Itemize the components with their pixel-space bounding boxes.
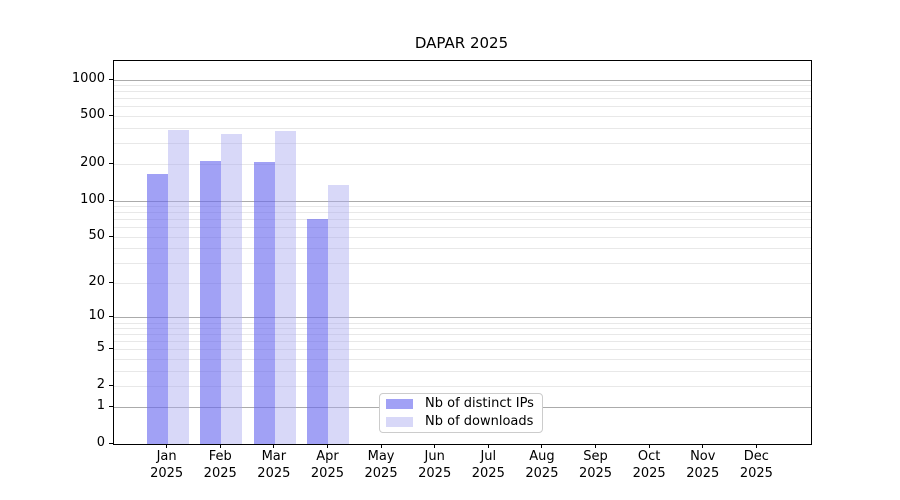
x-tick-nov xyxy=(702,444,704,448)
x-tick-label-apr: Apr 2025 xyxy=(310,449,344,481)
y-tick-1000 xyxy=(109,78,113,80)
x-tick-label-sep: Sep 2025 xyxy=(578,449,613,481)
gridline-1000 xyxy=(114,79,811,81)
y-tick-50 xyxy=(109,235,113,237)
bar-distinct-ips-jan xyxy=(146,173,168,444)
x-tick-label-mar: Mar 2025 xyxy=(257,449,291,481)
gridline-200 xyxy=(114,164,811,166)
x-tick-label-dec: Dec 2025 xyxy=(739,449,773,481)
bar-downloads-jan xyxy=(167,130,189,444)
gridline-9 xyxy=(114,322,811,324)
gridline-2 xyxy=(114,386,811,388)
x-tick-feb xyxy=(219,444,221,448)
gridline-8 xyxy=(114,328,811,330)
y-tick-1 xyxy=(109,406,113,408)
y-tick-label-1000: 1000 xyxy=(71,70,105,86)
legend: Nb of distinct IPs Nb of downloads xyxy=(379,393,543,433)
x-tick-apr xyxy=(326,444,328,448)
y-tick-label-50: 50 xyxy=(88,227,105,243)
gridline-10 xyxy=(114,317,811,319)
x-tick-sep xyxy=(595,444,597,448)
legend-swatch-distinct-ips xyxy=(386,399,413,409)
bar-distinct-ips-mar xyxy=(253,162,275,444)
bar-downloads-feb xyxy=(221,134,243,444)
x-tick-label-nov: Nov 2025 xyxy=(686,449,720,481)
x-tick-jul xyxy=(487,444,489,448)
x-tick-jan xyxy=(166,444,168,448)
gridline-30 xyxy=(114,262,811,264)
x-tick-mar xyxy=(273,444,275,448)
gridline-800 xyxy=(114,91,811,93)
y-tick-label-10: 10 xyxy=(88,308,105,324)
gridline-90 xyxy=(114,206,811,207)
legend-swatch-downloads xyxy=(386,417,413,427)
y-tick-100 xyxy=(109,199,113,201)
gridline-100 xyxy=(114,200,811,202)
gridline-40 xyxy=(114,248,811,250)
bar-distinct-ips-apr xyxy=(307,219,329,444)
y-tick-label-100: 100 xyxy=(80,191,105,207)
y-tick-label-0: 0 xyxy=(96,435,105,450)
gridline-400 xyxy=(114,127,811,129)
x-tick-label-jul: Jul 2025 xyxy=(471,449,505,481)
bar-distinct-ips-feb xyxy=(200,160,222,444)
x-tick-may xyxy=(380,444,382,448)
x-tick-label-jan: Jan 2025 xyxy=(150,449,184,481)
gridline-4 xyxy=(114,359,811,361)
gridline-900 xyxy=(114,85,811,87)
gridline-300 xyxy=(114,142,811,144)
gridline-50 xyxy=(114,236,811,238)
gridline-500 xyxy=(114,116,811,118)
y-tick-10 xyxy=(109,316,113,318)
y-tick-label-20: 20 xyxy=(88,274,105,290)
gridline-70 xyxy=(114,219,811,221)
y-tick-label-500: 500 xyxy=(80,107,105,123)
legend-label-distinct-ips: Nb of distinct IPs xyxy=(425,396,534,411)
x-tick-aug xyxy=(541,444,543,448)
y-tick-5 xyxy=(109,348,113,350)
chart-title: DAPAR 2025 xyxy=(414,34,509,52)
gridline-60 xyxy=(114,227,811,229)
y-tick-label-200: 200 xyxy=(80,155,105,171)
y-tick-label-5: 5 xyxy=(96,340,105,356)
y-tick-20 xyxy=(109,282,113,284)
y-tick-0 xyxy=(109,443,113,444)
x-tick-oct xyxy=(648,444,650,448)
y-tick-500 xyxy=(109,115,113,117)
gridline-700 xyxy=(114,98,811,100)
gridline-600 xyxy=(114,106,811,108)
y-tick-label-2: 2 xyxy=(96,377,105,393)
x-tick-label-aug: Aug 2025 xyxy=(525,449,559,481)
bar-downloads-mar xyxy=(274,130,296,444)
x-tick-dec xyxy=(755,444,757,448)
gridline-3 xyxy=(114,370,811,372)
legend-label-downloads: Nb of downloads xyxy=(425,414,534,429)
x-tick-label-feb: Feb 2025 xyxy=(203,449,237,481)
gridline-6 xyxy=(114,341,811,343)
gridline-80 xyxy=(114,212,811,214)
legend-item-distinct-ips: Nb of distinct IPs xyxy=(386,397,542,411)
y-tick-200 xyxy=(109,163,113,165)
x-tick-label-may: May 2025 xyxy=(364,449,398,481)
gridline-5 xyxy=(114,349,811,351)
plot-area xyxy=(113,60,812,445)
bar-downloads-apr xyxy=(328,184,350,444)
x-tick-label-jun: Jun 2025 xyxy=(418,449,452,481)
x-tick-jun xyxy=(434,444,436,448)
x-tick-label-oct: Oct 2025 xyxy=(632,449,666,481)
legend-item-downloads: Nb of downloads xyxy=(386,415,542,429)
y-tick-2 xyxy=(109,385,113,387)
y-tick-label-1: 1 xyxy=(96,398,105,414)
gridline-20 xyxy=(114,283,811,285)
gridline-7 xyxy=(114,334,811,336)
